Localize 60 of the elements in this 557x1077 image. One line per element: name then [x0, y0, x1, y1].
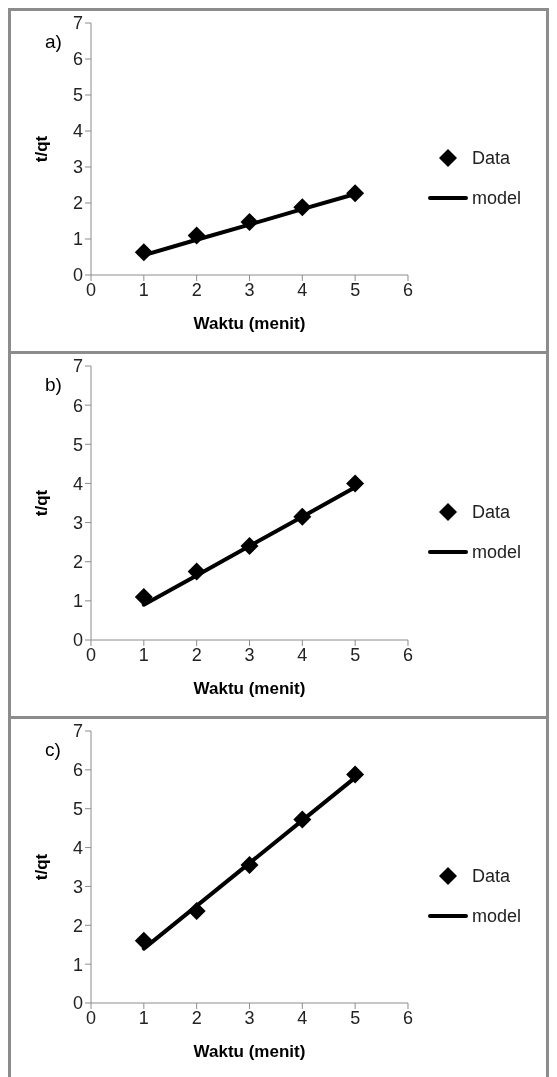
- y-tick-label: 6: [72, 395, 83, 416]
- y-tick-label: 5: [72, 799, 83, 820]
- x-tick-label: 4: [297, 644, 308, 665]
- legend-label: Data: [471, 501, 510, 523]
- legend-label: model: [471, 905, 521, 927]
- y-tick-label: 2: [72, 915, 83, 936]
- x-tick-label: 3: [244, 279, 255, 300]
- x-axis-title: Waktu (menit): [193, 679, 306, 698]
- x-tick-label: 3: [244, 644, 255, 665]
- x-tick-label: 6: [402, 1007, 413, 1028]
- x-tick-label: 2: [191, 279, 202, 300]
- y-tick-label: 5: [72, 85, 83, 106]
- y-tick-label: 2: [72, 193, 83, 214]
- x-tick-label: 1: [138, 1007, 149, 1028]
- y-tick-label: 6: [72, 49, 83, 70]
- y-tick-label: 0: [72, 265, 83, 286]
- text: a): [45, 31, 62, 53]
- x-tick-label: 0: [85, 644, 97, 665]
- y-tick-label: 6: [72, 760, 83, 781]
- y-tick-label: 5: [72, 434, 83, 455]
- x-tick-label: 0: [85, 1007, 97, 1028]
- x-axis-title: Waktu (menit): [193, 314, 306, 333]
- x-tick-label: 5: [350, 279, 361, 300]
- legend-label: Data: [471, 147, 510, 169]
- y-tick-label: 4: [72, 473, 83, 494]
- x-axis-title: Waktu (menit): [193, 1042, 306, 1061]
- y-tick-label: 4: [72, 837, 83, 858]
- text: c): [45, 739, 61, 761]
- legend-label: model: [471, 187, 521, 209]
- y-tick-label: 7: [72, 13, 83, 34]
- x-tick-label: 5: [350, 644, 361, 665]
- y-tick-label: 4: [72, 121, 83, 142]
- y-tick-label: 7: [72, 721, 83, 742]
- x-tick-label: 5: [350, 1007, 361, 1028]
- x-tick-label: 1: [138, 644, 149, 665]
- y-tick-label: 7: [72, 356, 83, 377]
- x-tick-label: 2: [191, 644, 202, 665]
- x-tick-label: 4: [297, 1007, 308, 1028]
- x-tick-label: 3: [244, 1007, 255, 1028]
- x-tick-label: 4: [297, 279, 308, 300]
- y-tick-label: 0: [72, 630, 83, 651]
- text: b): [45, 374, 62, 396]
- y-tick-label: 1: [72, 954, 83, 975]
- y-tick-label: 0: [72, 993, 83, 1014]
- x-tick-label: 6: [402, 644, 413, 665]
- y-tick-label: 3: [72, 876, 83, 897]
- y-tick-label: 1: [72, 229, 83, 250]
- y-tick-label: 3: [72, 512, 83, 533]
- y-axis-title: t/qt: [32, 853, 52, 881]
- x-tick-label: 0: [85, 279, 97, 300]
- y-tick-label: 3: [72, 157, 83, 178]
- x-tick-label: 1: [138, 279, 149, 300]
- y-tick-label: 2: [72, 552, 83, 573]
- y-axis-title: t/qt: [32, 135, 52, 163]
- y-axis-title: t/qt: [32, 489, 52, 517]
- x-tick-label: 2: [191, 1007, 202, 1028]
- y-tick-label: 1: [72, 591, 83, 612]
- legend-label: model: [471, 541, 521, 563]
- legend-label: Data: [471, 865, 510, 887]
- x-tick-label: 6: [402, 279, 413, 300]
